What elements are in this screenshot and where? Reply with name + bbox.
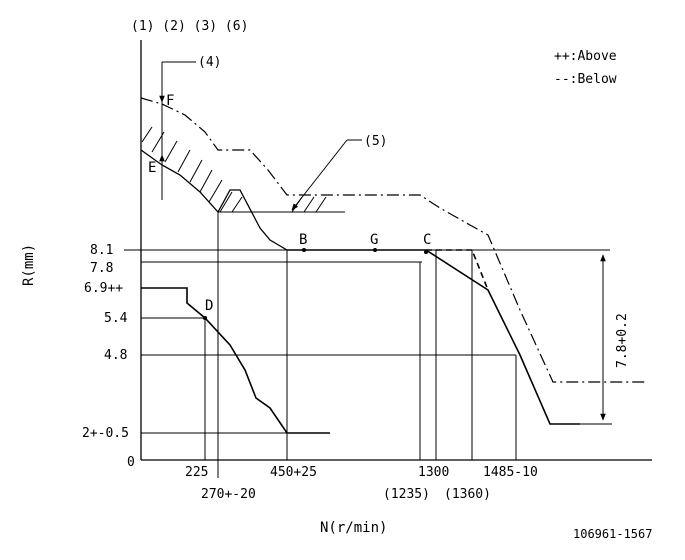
top-labels: (1) (2) (3) (6) xyxy=(131,19,248,34)
hatched-region xyxy=(141,126,345,213)
x-axis-label: N(r/min) xyxy=(320,520,387,536)
x-tick-1300: 1300 xyxy=(418,465,449,480)
x-tick-1485: 1485-10 xyxy=(483,465,538,480)
y-tick-6-9: 6.9++ xyxy=(84,281,123,296)
x-tick-225: 225 xyxy=(185,465,208,480)
y-tick-7-8: 7.8 xyxy=(90,261,113,276)
point-b xyxy=(302,248,306,252)
point-label-e: E xyxy=(148,160,156,176)
x-tick-270: 270+-20 xyxy=(201,487,256,502)
reference-lines-vertical xyxy=(161,62,517,478)
legend-below: --:Below xyxy=(554,72,617,87)
point-label-b: B xyxy=(299,232,307,248)
x-tick-450: 450+25 xyxy=(270,465,317,480)
x-tick-1235: (1235) xyxy=(383,487,430,502)
point-label-g: G xyxy=(370,232,378,248)
point-label-d: D xyxy=(205,298,213,314)
point-label-f: F xyxy=(166,93,174,109)
callout-4-label: (4) xyxy=(198,55,221,70)
point-c xyxy=(424,250,428,254)
y-tick-4-8: 4.8 xyxy=(104,348,127,363)
dimension-label: 7.8+0.2 xyxy=(615,313,630,368)
upper-solid-curve xyxy=(140,149,288,251)
fe-arrows xyxy=(159,61,196,170)
point-label-c: C xyxy=(423,232,431,248)
y-axis-label: R(mm) xyxy=(21,244,37,286)
lower-curve-d xyxy=(141,287,330,434)
point-g xyxy=(373,248,377,252)
point-d xyxy=(203,316,207,320)
x-tick-1360: (1360) xyxy=(444,487,491,502)
upper-dashdot-curve xyxy=(140,97,645,383)
reference-lines-horizontal xyxy=(124,249,612,434)
dashed-segment xyxy=(426,249,489,291)
y-tick-2: 2+-0.5 xyxy=(82,426,129,441)
callout-5-leader xyxy=(291,139,362,211)
y-tick-8-1: 8.1 xyxy=(90,243,113,258)
y-tick-5-4: 5.4 xyxy=(104,311,128,326)
legend-above: ++:Above xyxy=(554,49,617,64)
callout-5-label: (5) xyxy=(364,134,387,149)
points xyxy=(203,248,428,320)
main-solid-curve xyxy=(287,249,580,425)
y-tick-0: 0 xyxy=(127,455,135,470)
document-id: 106961-1567 xyxy=(573,527,652,541)
